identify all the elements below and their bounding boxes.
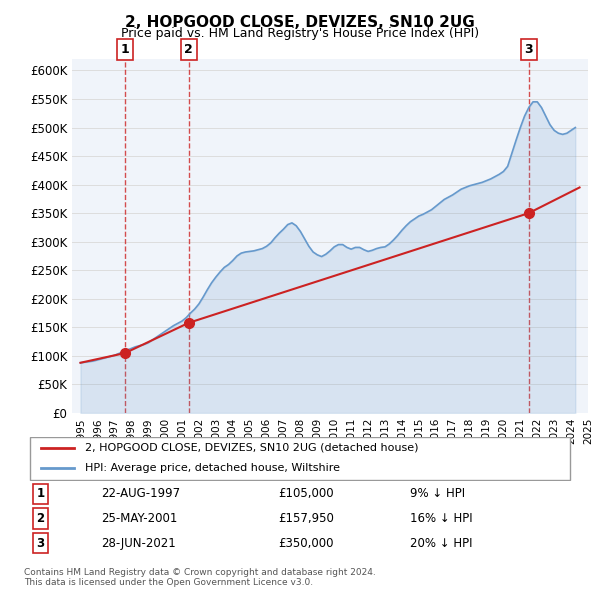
Text: Contains HM Land Registry data © Crown copyright and database right 2024.
This d: Contains HM Land Registry data © Crown c… [24, 568, 376, 587]
Text: 3: 3 [524, 43, 533, 56]
Text: 2: 2 [184, 43, 193, 56]
Text: 1: 1 [121, 43, 130, 56]
Text: £157,950: £157,950 [278, 512, 334, 525]
FancyBboxPatch shape [29, 438, 571, 480]
Text: 2, HOPGOOD CLOSE, DEVIZES, SN10 2UG (detached house): 2, HOPGOOD CLOSE, DEVIZES, SN10 2UG (det… [85, 442, 418, 453]
Text: 25-MAY-2001: 25-MAY-2001 [101, 512, 178, 525]
Text: 22-AUG-1997: 22-AUG-1997 [101, 487, 181, 500]
Text: 2: 2 [37, 512, 44, 525]
Text: 20% ↓ HPI: 20% ↓ HPI [410, 537, 473, 550]
Text: £105,000: £105,000 [278, 487, 334, 500]
Text: HPI: Average price, detached house, Wiltshire: HPI: Average price, detached house, Wilt… [85, 464, 340, 473]
Text: 28-JUN-2021: 28-JUN-2021 [101, 537, 176, 550]
Text: Price paid vs. HM Land Registry's House Price Index (HPI): Price paid vs. HM Land Registry's House … [121, 27, 479, 40]
Text: 3: 3 [37, 537, 44, 550]
Text: 9% ↓ HPI: 9% ↓ HPI [410, 487, 466, 500]
Text: 2, HOPGOOD CLOSE, DEVIZES, SN10 2UG: 2, HOPGOOD CLOSE, DEVIZES, SN10 2UG [125, 15, 475, 30]
Text: 16% ↓ HPI: 16% ↓ HPI [410, 512, 473, 525]
Text: 1: 1 [37, 487, 44, 500]
Text: £350,000: £350,000 [278, 537, 334, 550]
